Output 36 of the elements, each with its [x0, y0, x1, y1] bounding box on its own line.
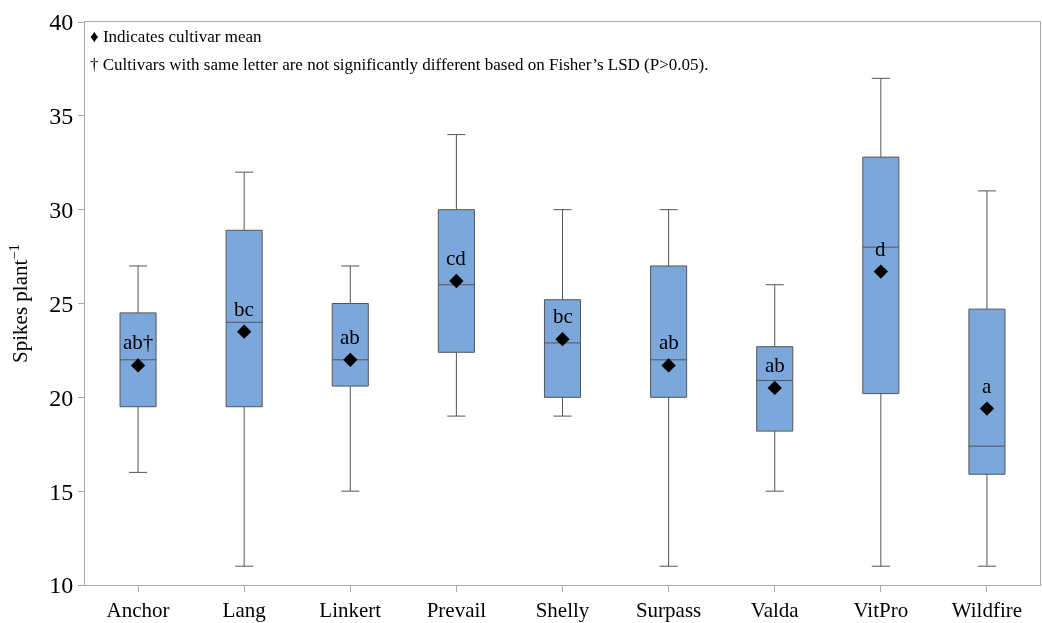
point	[873, 264, 888, 279]
data-label: ab†	[123, 330, 154, 354]
data-label: ab	[765, 353, 785, 377]
point	[555, 332, 570, 347]
y-tick-label: 35	[49, 103, 74, 130]
data-label: cd	[446, 246, 467, 270]
point	[449, 273, 464, 289]
x-tick-label: Surpass	[635, 598, 702, 623]
point	[237, 324, 252, 339]
y-tick-label: 40	[49, 9, 74, 36]
x-tick-label: Valda	[750, 598, 800, 623]
point	[130, 358, 146, 373]
data-label: a	[982, 374, 992, 398]
x-tick-label: Linkert	[319, 598, 382, 623]
point	[343, 352, 358, 367]
y-tick-label: 10	[49, 572, 74, 599]
x-tick-label: Prevail	[426, 598, 487, 623]
x-tick-label: Lang	[222, 598, 267, 623]
data-label: bc	[553, 304, 573, 328]
data-label: ab	[659, 330, 679, 354]
y-tick-label: 25	[49, 290, 74, 317]
annotation: † Cultivars with same letter are not significantly different based on Fisher’s LSD (P>0.05).	[90, 55, 709, 74]
annotation: ♦ Indicates cultivar mean	[90, 27, 263, 46]
point	[767, 380, 782, 396]
data-label: ab	[340, 325, 360, 349]
x-tick-label: VitPro	[853, 598, 909, 623]
y-tick-label: 15	[49, 478, 74, 505]
x-tick-label: Wildfire	[951, 598, 1023, 623]
x-tick-label: Shelly	[535, 598, 590, 623]
x-tick-label: Anchor	[106, 598, 170, 623]
y-tick-label: 20	[49, 384, 74, 411]
y-tick-label: 30	[49, 197, 74, 224]
data-label: d	[875, 237, 886, 261]
point	[661, 358, 676, 373]
data-label: bc	[234, 297, 254, 321]
point	[979, 401, 995, 416]
